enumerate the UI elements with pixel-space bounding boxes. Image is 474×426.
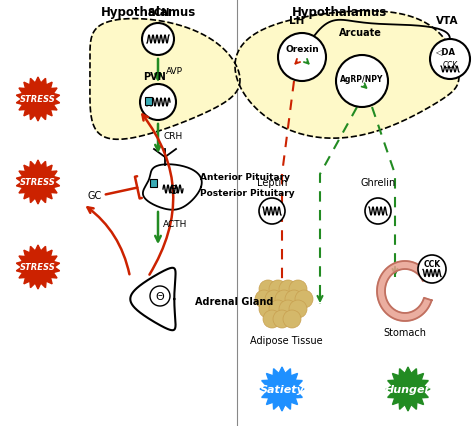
Circle shape [259,199,285,225]
Polygon shape [16,245,60,289]
Text: PVN: PVN [144,72,166,82]
Text: Anterior Pituitary: Anterior Pituitary [200,173,290,182]
Text: AVP: AVP [166,67,183,76]
Circle shape [283,310,301,328]
Text: Satiety: Satiety [260,384,304,394]
Circle shape [289,280,307,298]
Text: Ghrelin: Ghrelin [360,178,396,187]
Text: ACTH: ACTH [163,220,187,229]
Text: Adipose Tissue: Adipose Tissue [250,335,322,345]
Polygon shape [235,12,459,139]
Text: STRESS: STRESS [20,178,56,187]
Text: Θ: Θ [168,184,178,197]
Text: Adrenal Gland: Adrenal Gland [195,296,273,306]
Circle shape [255,290,273,308]
Circle shape [430,40,470,80]
Circle shape [278,34,326,82]
Bar [150,180,157,187]
Text: Θ: Θ [155,291,164,301]
Text: LH: LH [289,16,305,26]
Circle shape [289,300,307,318]
Text: CCK: CCK [442,60,458,69]
Circle shape [259,300,277,318]
Circle shape [269,300,287,318]
Text: Hypothalamus: Hypothalamus [292,6,388,19]
Text: GC: GC [88,190,102,201]
Polygon shape [130,268,175,331]
Circle shape [418,256,446,283]
Bar [145,98,152,106]
Polygon shape [386,367,430,411]
Text: Leptin: Leptin [257,178,287,187]
Text: Posterior Pituitary: Posterior Pituitary [200,189,295,198]
Text: Hunger: Hunger [385,384,431,394]
Circle shape [263,310,281,328]
Circle shape [365,199,391,225]
Text: ◁DA: ◁DA [435,47,455,56]
Text: Orexin: Orexin [285,46,319,55]
Text: AgRP/NPY: AgRP/NPY [340,75,383,84]
Circle shape [279,280,297,298]
Circle shape [295,290,313,308]
Text: Stomach: Stomach [383,327,427,337]
Polygon shape [16,161,60,204]
Text: STRESS: STRESS [20,263,56,272]
Circle shape [279,300,297,318]
Polygon shape [90,20,240,140]
Polygon shape [143,165,202,210]
Circle shape [269,280,287,298]
Circle shape [336,56,388,108]
Circle shape [150,286,170,306]
Text: CCK: CCK [423,260,440,269]
Circle shape [285,290,303,308]
Text: VTA: VTA [436,16,458,26]
Circle shape [142,24,174,56]
Circle shape [275,290,293,308]
Text: Hypothalamus: Hypothalamus [100,6,196,19]
Circle shape [259,280,277,298]
Text: Arcuate: Arcuate [338,28,382,38]
Circle shape [265,290,283,308]
Text: STRESS: STRESS [20,95,56,104]
Polygon shape [260,367,304,411]
Polygon shape [377,262,432,321]
Circle shape [273,310,291,328]
Polygon shape [16,78,60,122]
Circle shape [140,85,176,121]
Text: CRH: CRH [163,132,182,141]
Text: SCN: SCN [147,8,169,18]
